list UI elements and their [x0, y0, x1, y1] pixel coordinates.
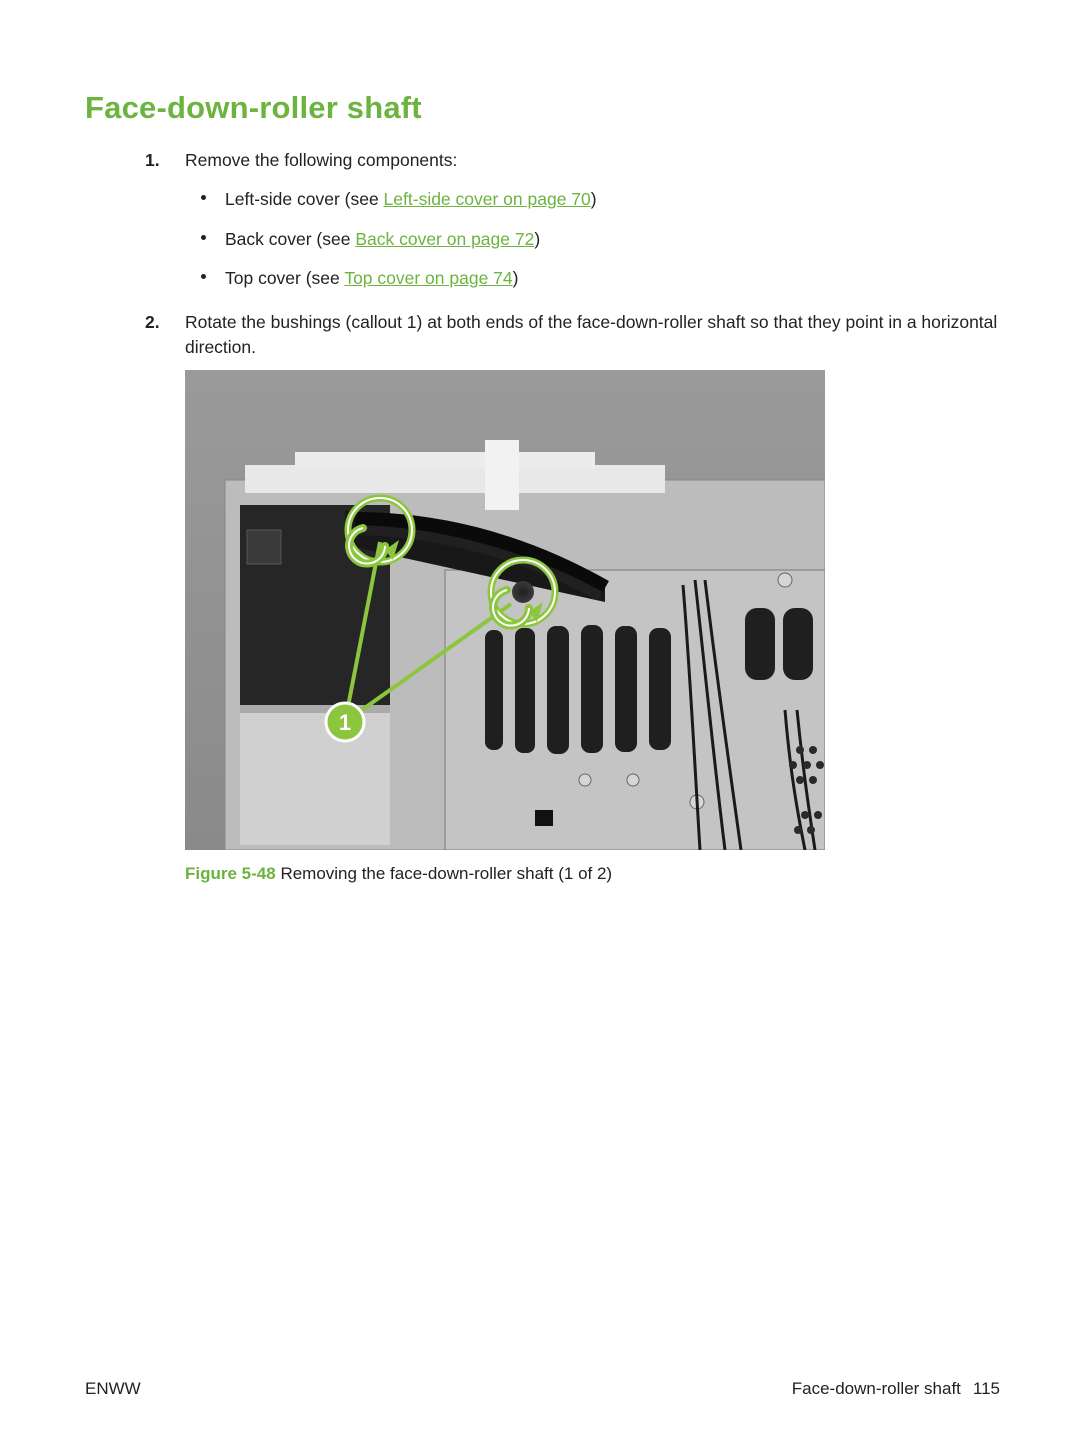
figure-image: 1 — [185, 370, 825, 850]
bullet-post: ) — [513, 268, 519, 288]
step-number: 2. — [145, 310, 160, 335]
figure-block: 1 Figure 5-48 Removing the face-down-rol… — [185, 370, 1000, 887]
link-left-side-cover[interactable]: Left-side cover on page 70 — [384, 189, 591, 209]
bullet-post: ) — [591, 189, 597, 209]
bullet-pre: Top cover (see — [225, 268, 344, 288]
figure-caption-text: Removing the face-down-roller shaft (1 o… — [280, 864, 612, 883]
step-1: 1. Remove the following components: Left… — [145, 148, 1000, 292]
bullet-left-side-cover: Left-side cover (see Left-side cover on … — [185, 187, 1000, 212]
bullet-pre: Left-side cover (see — [225, 189, 384, 209]
figure-label: Figure 5-48 — [185, 864, 276, 883]
bullet-back-cover: Back cover (see Back cover on page 72) — [185, 227, 1000, 252]
step-text: Remove the following components: — [185, 150, 457, 170]
svg-text:1: 1 — [339, 710, 351, 735]
page: Face-down-roller shaft 1. Remove the fol… — [0, 0, 1080, 1437]
figure-caption: Figure 5-48 Removing the face-down-rolle… — [185, 862, 1000, 887]
link-back-cover[interactable]: Back cover on page 72 — [355, 229, 534, 249]
footer-right: Face-down-roller shaft 115 — [792, 1379, 1000, 1399]
step-text: Rotate the bushings (callout 1) at both … — [185, 312, 997, 357]
page-footer: ENWW Face-down-roller shaft 115 — [85, 1379, 1000, 1399]
section-heading: Face-down-roller shaft — [85, 90, 1000, 126]
bullet-post: ) — [534, 229, 540, 249]
bullet-pre: Back cover (see — [225, 229, 355, 249]
figure-svg: 1 — [185, 370, 825, 850]
footer-left: ENWW — [85, 1379, 141, 1399]
step-1-bullets: Left-side cover (see Left-side cover on … — [185, 187, 1000, 291]
callout-1-badge: 1 — [326, 703, 364, 741]
steps-list: 1. Remove the following components: Left… — [145, 148, 1000, 887]
bullet-top-cover: Top cover (see Top cover on page 74) — [185, 266, 1000, 291]
footer-page-number: 115 — [973, 1379, 1000, 1399]
step-number: 1. — [145, 148, 160, 173]
link-top-cover[interactable]: Top cover on page 74 — [344, 268, 512, 288]
step-2: 2. Rotate the bushings (callout 1) at bo… — [145, 310, 1000, 887]
footer-section-title: Face-down-roller shaft — [792, 1379, 961, 1399]
